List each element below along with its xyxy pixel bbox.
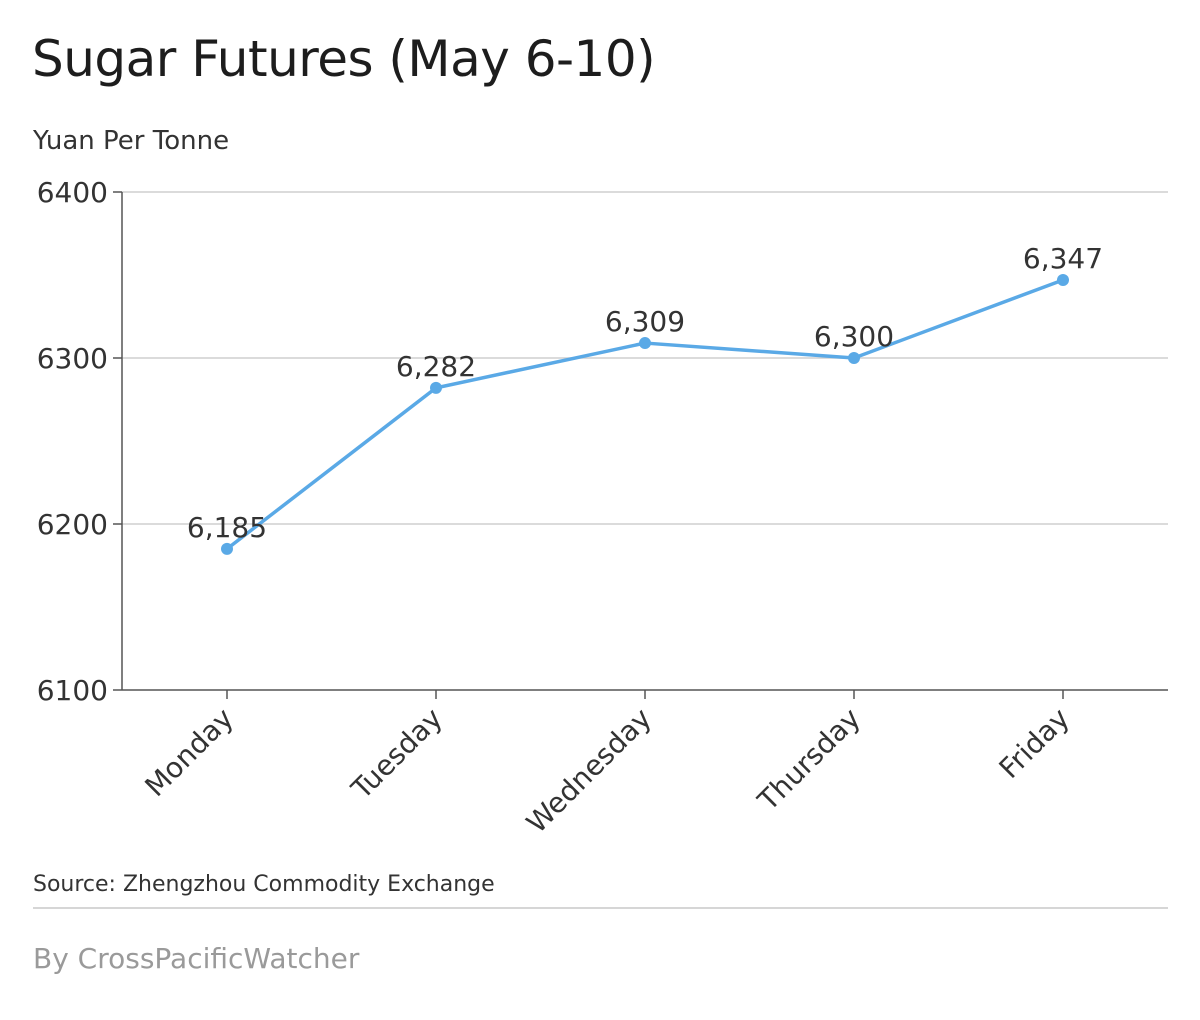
- data-label: 6,300: [814, 320, 894, 353]
- x-tick-label: Tuesday: [344, 702, 449, 807]
- x-tick-label: Thursday: [751, 702, 867, 818]
- footer-divider: [33, 907, 1168, 909]
- data-point: [639, 337, 651, 350]
- y-tick-label: 6200: [37, 508, 108, 541]
- y-tick-label: 6100: [37, 674, 108, 707]
- x-tick-label: Wednesday: [520, 702, 658, 840]
- data-point: [221, 542, 233, 555]
- byline: By CrossPacificWatcher: [33, 942, 360, 975]
- x-tick-label: Friday: [993, 702, 1076, 785]
- data-label: 6,347: [1023, 242, 1103, 275]
- x-tick-label: Monday: [138, 702, 240, 804]
- chart-title: Sugar Futures (May 6-10): [32, 30, 656, 88]
- line-chart: 6100 6200 6300 6400 Monday Tuesday Wednesday Th…: [37, 176, 1168, 840]
- y-axis-unit-label: Yuan Per Tonne: [33, 126, 230, 156]
- data-point: [1057, 273, 1069, 286]
- y-tick-label: 6300: [37, 342, 108, 375]
- data-label: 6,282: [396, 350, 476, 383]
- source-note: Source: Zhengzhou Commodity Exchange: [33, 872, 495, 897]
- data-point: [848, 352, 860, 364]
- data-label: 6,309: [605, 305, 685, 338]
- y-tick-label: 6400: [37, 176, 108, 209]
- data-label: 6,185: [187, 511, 267, 544]
- data-point: [430, 381, 442, 394]
